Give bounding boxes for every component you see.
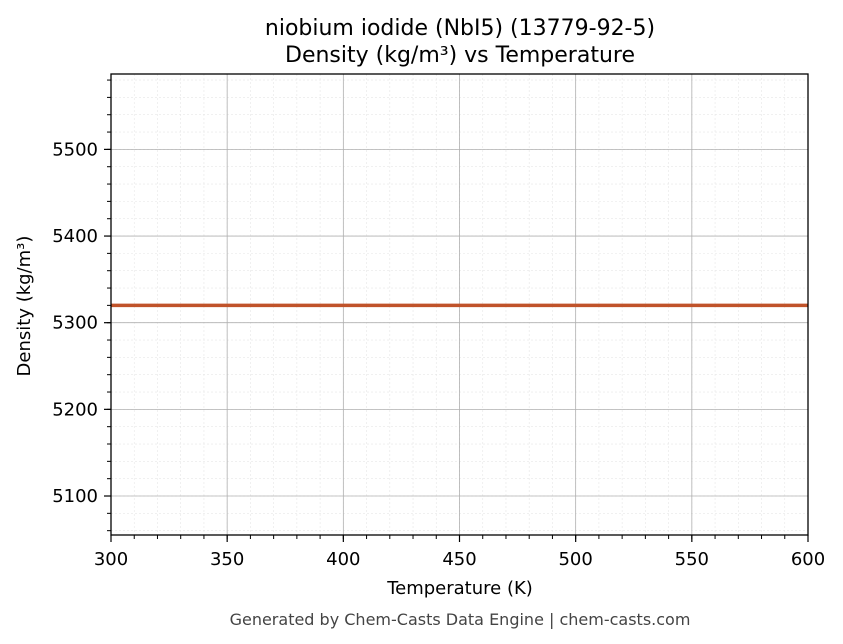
footer-credit: Generated by Chem-Casts Data Engine | ch… <box>230 610 691 629</box>
y-tick-label: 5200 <box>52 399 98 420</box>
x-tick-label: 550 <box>675 549 709 570</box>
x-tick-label: 300 <box>94 549 128 570</box>
y-tick-label: 5100 <box>52 486 98 507</box>
axis-ticks <box>104 79 809 542</box>
y-tick-label: 5400 <box>52 226 98 247</box>
tick-labels: 300 350 400 450 500 550 600 5100 5200 5300 5400 550… <box>52 139 825 570</box>
x-tick-label: 450 <box>442 549 476 570</box>
chart-title-line-1: niobium iodide (NbI5) (13779-92-5) <box>265 16 655 41</box>
x-tick-label: 350 <box>210 549 244 570</box>
x-axis-label: Temperature (K) <box>386 578 533 599</box>
y-axis-label: Density (kg/m³) <box>14 236 35 377</box>
x-tick-label: 600 <box>791 549 825 570</box>
y-tick-label: 5500 <box>52 139 98 160</box>
x-tick-label: 500 <box>558 549 592 570</box>
chart-title-line-2: Density (kg/m³) vs Temperature <box>285 43 635 68</box>
x-tick-label: 400 <box>326 549 360 570</box>
y-tick-label: 5300 <box>52 313 98 334</box>
